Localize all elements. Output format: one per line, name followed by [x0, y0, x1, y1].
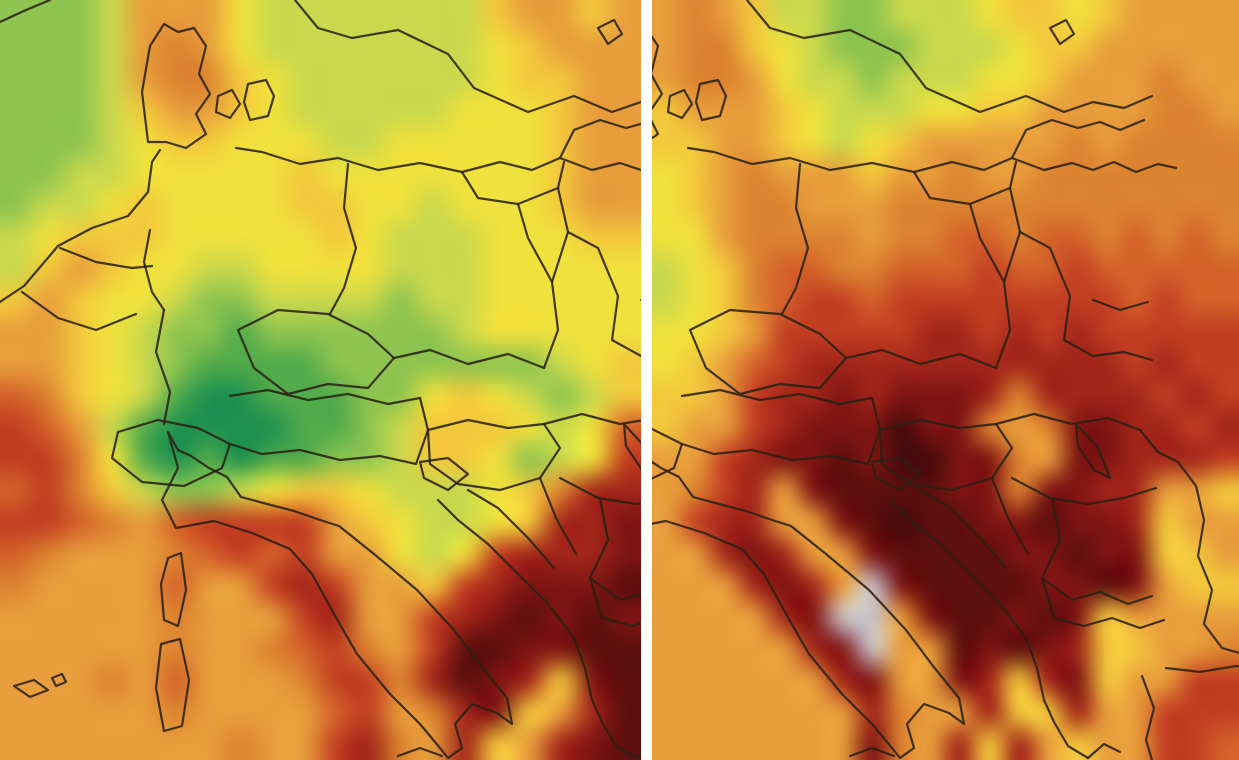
border-switzerland: [652, 427, 684, 480]
country-borders-right: [652, 0, 1239, 760]
border-austria-south-east: [680, 396, 882, 466]
border-de-pl-border: [328, 162, 358, 316]
border-gotland: [596, 18, 624, 46]
border-fr-de-rhine-border: [154, 308, 172, 426]
border-by-ua-borders: [566, 230, 641, 358]
border-blacksea-south-coast: [1164, 664, 1239, 674]
border-balearic-island-1: [12, 678, 50, 699]
border-lt-by-border: [516, 202, 554, 284]
border-pl-east-border: [994, 160, 1022, 370]
border-by-ua-borders: [1018, 230, 1154, 362]
border-czechia: [688, 308, 848, 396]
border-sweden-baltic-north-coast: [293, 0, 641, 114]
border-romania-south: [558, 476, 641, 506]
border-north-greece-border: [588, 576, 641, 602]
border-slovenia: [418, 456, 470, 492]
border-denmark-jutland: [140, 22, 212, 150]
temperature-field-left: [0, 0, 641, 760]
border-riga-coast: [558, 118, 641, 160]
temperature-map-left: [0, 0, 641, 760]
border-sweden-baltic-north-coast: [745, 0, 1154, 114]
border-de-pl-border: [780, 162, 810, 316]
border-ua-inner-border: [1091, 298, 1150, 312]
border-romania-north: [542, 412, 641, 426]
border-moldova: [622, 422, 641, 471]
border-aegean-turkey-coast: [1140, 674, 1156, 760]
border-sicily-edge: [396, 746, 444, 758]
border-kaliningrad-lithuania: [912, 170, 1012, 206]
border-pl-sk-border: [392, 348, 546, 370]
border-austria-north: [680, 388, 874, 406]
border-slovenia: [870, 456, 922, 492]
temperature-field-right: [652, 0, 1239, 760]
border-de-nl-border: [142, 228, 166, 312]
border-sardinia: [154, 637, 191, 733]
border-northsea-coast: [0, 148, 162, 304]
border-funen: [214, 88, 242, 120]
border-albania-greece-coast: [1024, 636, 1090, 760]
panel-divider: [641, 0, 652, 760]
border-be-fr-border: [20, 290, 138, 332]
border-croatia-bosnia-border: [466, 488, 556, 570]
border-gotland: [1048, 18, 1076, 46]
border-romania-north: [994, 412, 1160, 454]
border-austria-north: [228, 388, 422, 406]
border-north-greece-border: [1040, 576, 1154, 606]
border-serbia-bulgaria-border: [588, 496, 610, 620]
border-lt-by-border: [968, 202, 1006, 284]
border-blacksea-west-coast: [1156, 450, 1239, 655]
border-croatia-coast: [888, 498, 1028, 640]
border-zealand: [694, 78, 728, 122]
border-peloponnese-coast: [1086, 742, 1122, 760]
border-be-nl-border: [58, 246, 154, 270]
border-pl-sk-border: [844, 348, 998, 370]
border-riga-coast: [1010, 118, 1146, 160]
border-albania-greece-coast: [572, 636, 638, 760]
border-baltic-south-coast: [686, 146, 1178, 174]
border-bulgaria-greece-border: [600, 616, 641, 628]
border-funen: [666, 88, 694, 120]
border-serbia-bulgaria-border: [1040, 496, 1062, 620]
border-austria-south-east: [228, 396, 430, 466]
border-bulgaria-greece-border: [1052, 616, 1166, 630]
border-italy-coast: [652, 460, 966, 760]
border-baltic-south-coast: [234, 146, 641, 174]
border-sicily-edge: [848, 746, 896, 758]
border-hungary: [426, 418, 562, 492]
border-corsica: [159, 551, 188, 628]
border-czechia: [236, 308, 396, 396]
border-italy-coast: [160, 430, 514, 760]
border-bosnia-serbia-border: [538, 476, 578, 556]
border-bosnia-serbia-border: [990, 476, 1030, 556]
temperature-map-right: [652, 0, 1239, 760]
border-zealand: [242, 78, 276, 122]
country-borders-left: [0, 0, 641, 760]
border-romania-south: [1010, 476, 1158, 506]
border-croatia-coast: [436, 498, 576, 640]
border-denmark-jutland: [652, 35, 664, 140]
border-pl-east-border: [542, 160, 570, 370]
border-kaliningrad-lithuania: [460, 170, 560, 206]
border-balearic-island-2: [50, 672, 68, 688]
border-switzerland: [110, 418, 232, 488]
border-croatia-bosnia-border: [918, 488, 1008, 570]
border-norway-tip: [0, 0, 52, 24]
border-hungary: [878, 418, 1014, 492]
border-moldova: [1074, 422, 1112, 480]
